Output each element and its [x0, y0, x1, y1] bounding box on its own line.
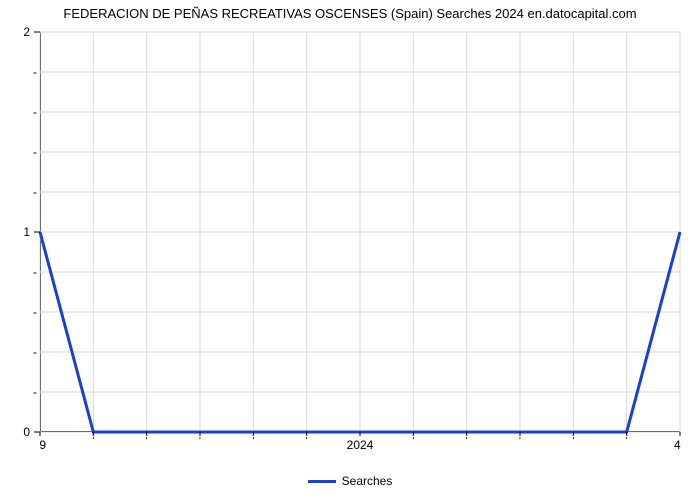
x-minor-mark: ' — [146, 436, 148, 447]
x-minor-mark: ' — [199, 436, 201, 447]
x-minor-mark: ' — [92, 436, 94, 447]
x-minor-mark: ' — [572, 436, 574, 447]
x-minor-mark: ' — [519, 436, 521, 447]
y-minor-tick: - — [33, 65, 37, 79]
x-minor-mark: ' — [466, 436, 468, 447]
y-minor-tick: - — [33, 185, 37, 199]
x-minor-mark: ' — [626, 436, 628, 447]
x-minor-mark: ' — [412, 436, 414, 447]
y-tick-label: 2 — [23, 25, 30, 39]
legend-label: Searches — [342, 474, 393, 488]
y-minor-tick: - — [33, 305, 37, 319]
ticks-svg — [0, 0, 700, 500]
x-minor-mark: ' — [252, 436, 254, 447]
x-tick-label: 4 — [674, 438, 681, 452]
x-tick-label: 9 — [39, 438, 46, 452]
y-minor-tick: - — [33, 145, 37, 159]
y-minor-tick: - — [33, 265, 37, 279]
y-minor-tick: - — [33, 385, 37, 399]
y-minor-tick: - — [33, 345, 37, 359]
legend-swatch — [308, 480, 336, 483]
y-tick-label: 0 — [23, 425, 30, 439]
y-tick-label: 1 — [23, 225, 30, 239]
y-minor-tick: - — [33, 105, 37, 119]
chart-container: FEDERACION DE PEÑAS RECREATIVAS OSCENSES… — [0, 0, 700, 500]
x-tick-label: 2024 — [347, 438, 374, 452]
legend: Searches — [0, 474, 700, 488]
x-minor-mark: ' — [306, 436, 308, 447]
